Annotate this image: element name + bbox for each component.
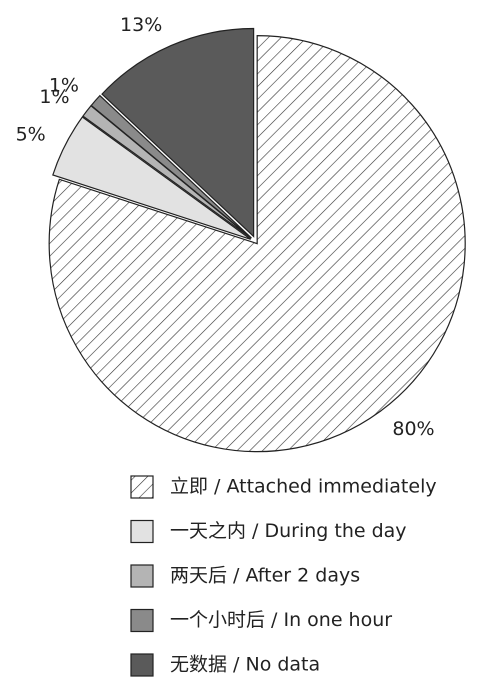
value-label: 80%: [392, 418, 434, 440]
value-label: 5%: [16, 123, 46, 145]
legend-swatch: [130, 519, 154, 544]
pie-slice: [48, 35, 466, 453]
legend-label: 一天之内 / During the day: [170, 520, 407, 542]
value-label: 13%: [120, 14, 162, 36]
legend-label: 两天后 / After 2 days: [170, 565, 360, 587]
legend-swatch: [130, 608, 154, 633]
legend-label: 立即 / Attached immediately: [170, 476, 437, 498]
legend-swatch: [130, 564, 154, 588]
pie-slice: [101, 27, 255, 238]
pie-slice: [90, 94, 252, 239]
value-label: 1%: [39, 86, 69, 108]
value-label: 1%: [49, 74, 79, 96]
legend-label: 一个小时后 / In one hour: [170, 609, 392, 631]
legend-swatch: [130, 475, 154, 499]
legend-swatch: [130, 653, 154, 677]
legend-label: 无数据 / No data: [170, 654, 320, 676]
pie-slice: [52, 116, 252, 240]
